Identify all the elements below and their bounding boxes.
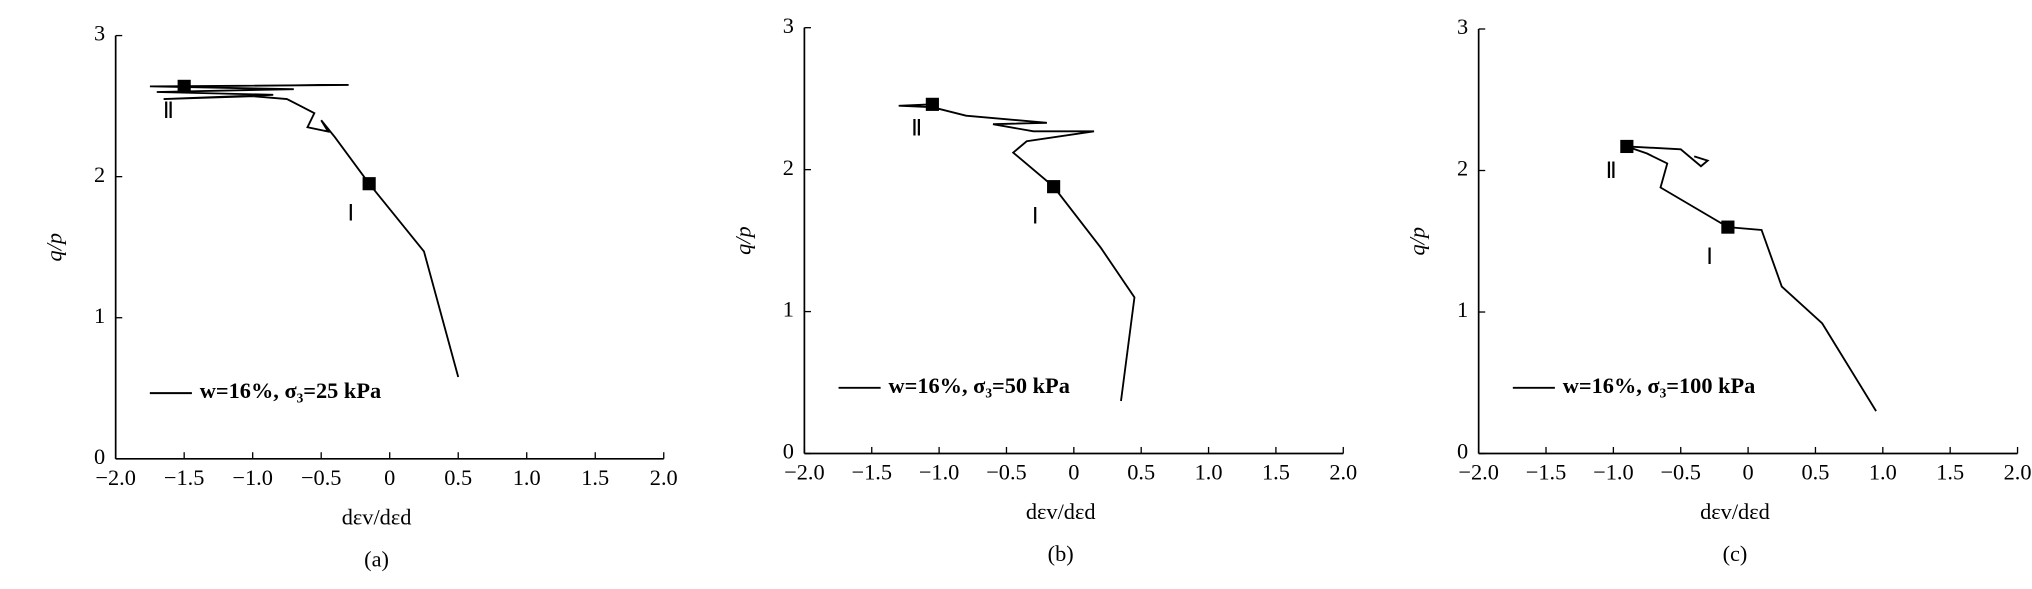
legend-label: w=16%, σ₃=25 kPa [200,378,381,403]
marker [1047,180,1061,194]
y-tick-label: 1 [94,303,105,328]
x-tick-label: 2.0 [650,465,678,490]
x-tick-label: 0 [1068,460,1079,485]
x-tick-label: −0.5 [301,465,342,490]
x-tick-label: −2.0 [1458,460,1499,485]
marker [925,97,939,111]
x-tick-label: −1.0 [1593,460,1634,485]
y-tick-label: 3 [94,21,105,46]
x-tick-label: 1.0 [1195,460,1223,485]
y-tick-label: 1 [783,297,794,322]
x-tick-label: 2.0 [2004,460,2032,485]
legend-label: w=16%, σ₃=100 kPa [1563,373,1756,398]
point-label: Ⅰ [1706,244,1713,269]
x-tick-label: 1.5 [581,465,609,490]
x-tick-label: 1.5 [1262,460,1290,485]
x-tick-label: −1.5 [164,465,205,490]
data-line [898,103,1136,402]
y-tick-label: 2 [94,162,105,187]
marker [362,177,376,191]
x-tick-label: 0.5 [1801,460,1829,485]
x-tick-label: 0.5 [444,465,472,490]
x-tick-label: −1.0 [919,460,960,485]
y-tick-label: 1 [1457,297,1468,322]
panel-label: (a) [364,546,389,571]
marker [1721,220,1735,234]
y-tick-label: 2 [1457,156,1468,181]
y-tick-label: 0 [783,439,794,464]
data-line [149,84,460,378]
x-tick-label: −2.0 [784,460,825,485]
point-label: Ⅰ [347,200,354,225]
marker [177,79,191,93]
y-tick-label: 3 [1457,14,1468,39]
x-tick-label: −1.5 [851,460,892,485]
y-axis-label: q/p [1405,227,1430,256]
x-axis-label: dεv/dεd [1026,499,1096,524]
x-tick-label: −0.5 [1660,460,1701,485]
x-tick-label: −1.0 [232,465,273,490]
point-label: Ⅱ [1606,158,1617,183]
point-label: Ⅱ [163,98,174,123]
x-tick-label: 1.0 [1869,460,1897,485]
y-tick-label: 0 [1457,439,1468,464]
x-tick-label: −2.0 [95,465,136,490]
y-tick-label: 2 [783,155,794,180]
panel-label: (c) [1723,541,1748,566]
x-tick-label: 1.5 [1936,460,1964,485]
x-tick-label: 1.0 [513,465,541,490]
x-tick-label: −0.5 [986,460,1027,485]
x-tick-label: 0 [1743,460,1754,485]
x-tick-label: 2.0 [1329,460,1357,485]
legend-label: w=16%, σ₃=50 kPa [889,373,1070,398]
point-label: Ⅱ [911,116,922,141]
y-axis-label: q/p [730,226,755,255]
y-tick-label: 3 [783,13,794,38]
x-axis-label: dεv/dεd [1700,499,1770,524]
panel-label: (b) [1048,541,1074,566]
x-tick-label: 0.5 [1127,460,1155,485]
x-tick-label: 0 [384,465,395,490]
x-axis-label: dεv/dεd [342,504,412,529]
marker [1620,139,1634,154]
point-label: Ⅰ [1032,203,1039,228]
y-axis-label: q/p [42,233,67,262]
y-tick-label: 0 [94,444,105,469]
data-line [1626,145,1877,412]
x-tick-label: −1.5 [1526,460,1567,485]
